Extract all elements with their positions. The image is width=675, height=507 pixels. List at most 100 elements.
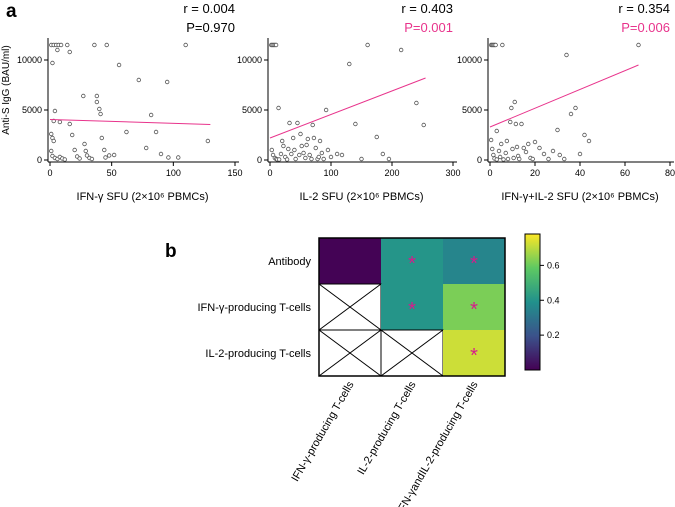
data-point <box>321 156 326 162</box>
data-point <box>328 154 334 160</box>
data-point <box>89 156 95 162</box>
data-point <box>311 135 317 141</box>
data-point <box>488 137 494 143</box>
data-point <box>94 93 100 99</box>
data-point <box>293 156 298 162</box>
cross-line <box>318 283 382 331</box>
data-point <box>276 105 281 111</box>
data-point <box>316 154 321 160</box>
significance-star: * <box>408 299 416 321</box>
heatmap-cell <box>443 284 505 330</box>
x-tick-label: 50 <box>107 168 117 178</box>
colorbar-tick-label: 0.2 <box>547 330 560 340</box>
data-point <box>526 141 531 147</box>
data-point <box>305 136 311 142</box>
heatmap-cell <box>319 238 381 284</box>
x-tick-label: 60 <box>620 168 630 178</box>
data-point <box>509 105 514 111</box>
x-tick-label: 40 <box>575 168 585 178</box>
cross-line <box>318 329 382 377</box>
data-point <box>83 148 88 154</box>
y-tick-label: 0 <box>257 155 262 165</box>
significance-star: * <box>470 345 478 367</box>
heatmap-cell <box>381 284 443 330</box>
data-point <box>97 106 102 112</box>
data-point <box>573 105 578 111</box>
data-point <box>166 155 171 160</box>
data-point <box>286 146 291 152</box>
data-point <box>51 138 56 144</box>
row-label: IL-2-producing T-cells <box>205 348 311 360</box>
data-point <box>49 148 54 154</box>
correlation-r: r = 0.354 <box>618 1 670 16</box>
data-point <box>564 52 569 58</box>
data-point <box>55 47 60 53</box>
data-point <box>278 151 284 157</box>
data-point <box>281 143 286 149</box>
x-axis-label: IFN-γ+IL-2 SFU (2×10⁶ PBMCs) <box>501 191 658 203</box>
y-tick-label: 0 <box>37 155 42 165</box>
data-point <box>319 150 325 156</box>
x-tick-label: 100 <box>323 168 338 178</box>
data-point <box>295 120 300 126</box>
data-point <box>98 111 103 117</box>
x-tick-label: 0 <box>267 168 272 178</box>
data-point <box>491 152 496 158</box>
data-point <box>58 42 64 48</box>
data-point <box>514 144 520 150</box>
data-point <box>513 121 519 127</box>
significance-star: * <box>408 253 416 275</box>
data-point <box>106 153 112 158</box>
data-point <box>136 77 141 83</box>
y-tick-label: 0 <box>477 155 482 165</box>
data-point <box>99 135 104 141</box>
data-point <box>380 151 386 157</box>
correlation-r: r = 0.403 <box>401 1 453 16</box>
data-point <box>562 156 567 162</box>
data-point <box>505 156 511 162</box>
data-point <box>297 152 302 158</box>
regression-line <box>49 119 211 125</box>
data-point <box>334 151 340 157</box>
x-axis-label: IL-2 SFU (2×10⁶ PBMCs) <box>299 191 423 203</box>
data-point <box>158 151 164 157</box>
data-point <box>577 151 583 157</box>
data-point <box>301 150 306 156</box>
data-point <box>353 121 358 127</box>
data-point <box>143 145 149 151</box>
data-point <box>82 141 87 147</box>
data-point <box>307 152 312 158</box>
data-point <box>501 157 506 162</box>
data-point <box>313 145 318 151</box>
column-label: IL-2-producing T-cells <box>355 379 418 477</box>
data-point <box>310 122 315 128</box>
cross-line <box>380 329 444 377</box>
data-point <box>276 157 282 162</box>
data-point <box>636 42 641 48</box>
colorbar-tick-label: 0.4 <box>547 295 560 305</box>
data-point <box>52 108 58 114</box>
significance-star: * <box>470 299 478 321</box>
data-point <box>280 138 285 144</box>
heatmap-cell <box>443 330 505 376</box>
data-point <box>299 143 304 149</box>
heatmap-border <box>318 237 506 377</box>
data-point <box>72 147 77 153</box>
data-point <box>497 154 503 160</box>
data-point <box>511 155 516 161</box>
data-point <box>339 152 345 158</box>
data-point <box>499 141 504 147</box>
data-point <box>414 100 419 106</box>
data-point <box>164 79 170 85</box>
p-value: P=0.006 <box>621 20 670 35</box>
data-point <box>421 122 426 128</box>
data-point <box>374 134 379 140</box>
data-point <box>67 121 72 127</box>
heatmap-cell <box>443 238 505 284</box>
regression-line <box>489 64 639 128</box>
data-point <box>504 138 510 144</box>
heatmap-cell <box>381 238 443 284</box>
data-point <box>205 138 211 144</box>
data-point <box>309 156 314 162</box>
